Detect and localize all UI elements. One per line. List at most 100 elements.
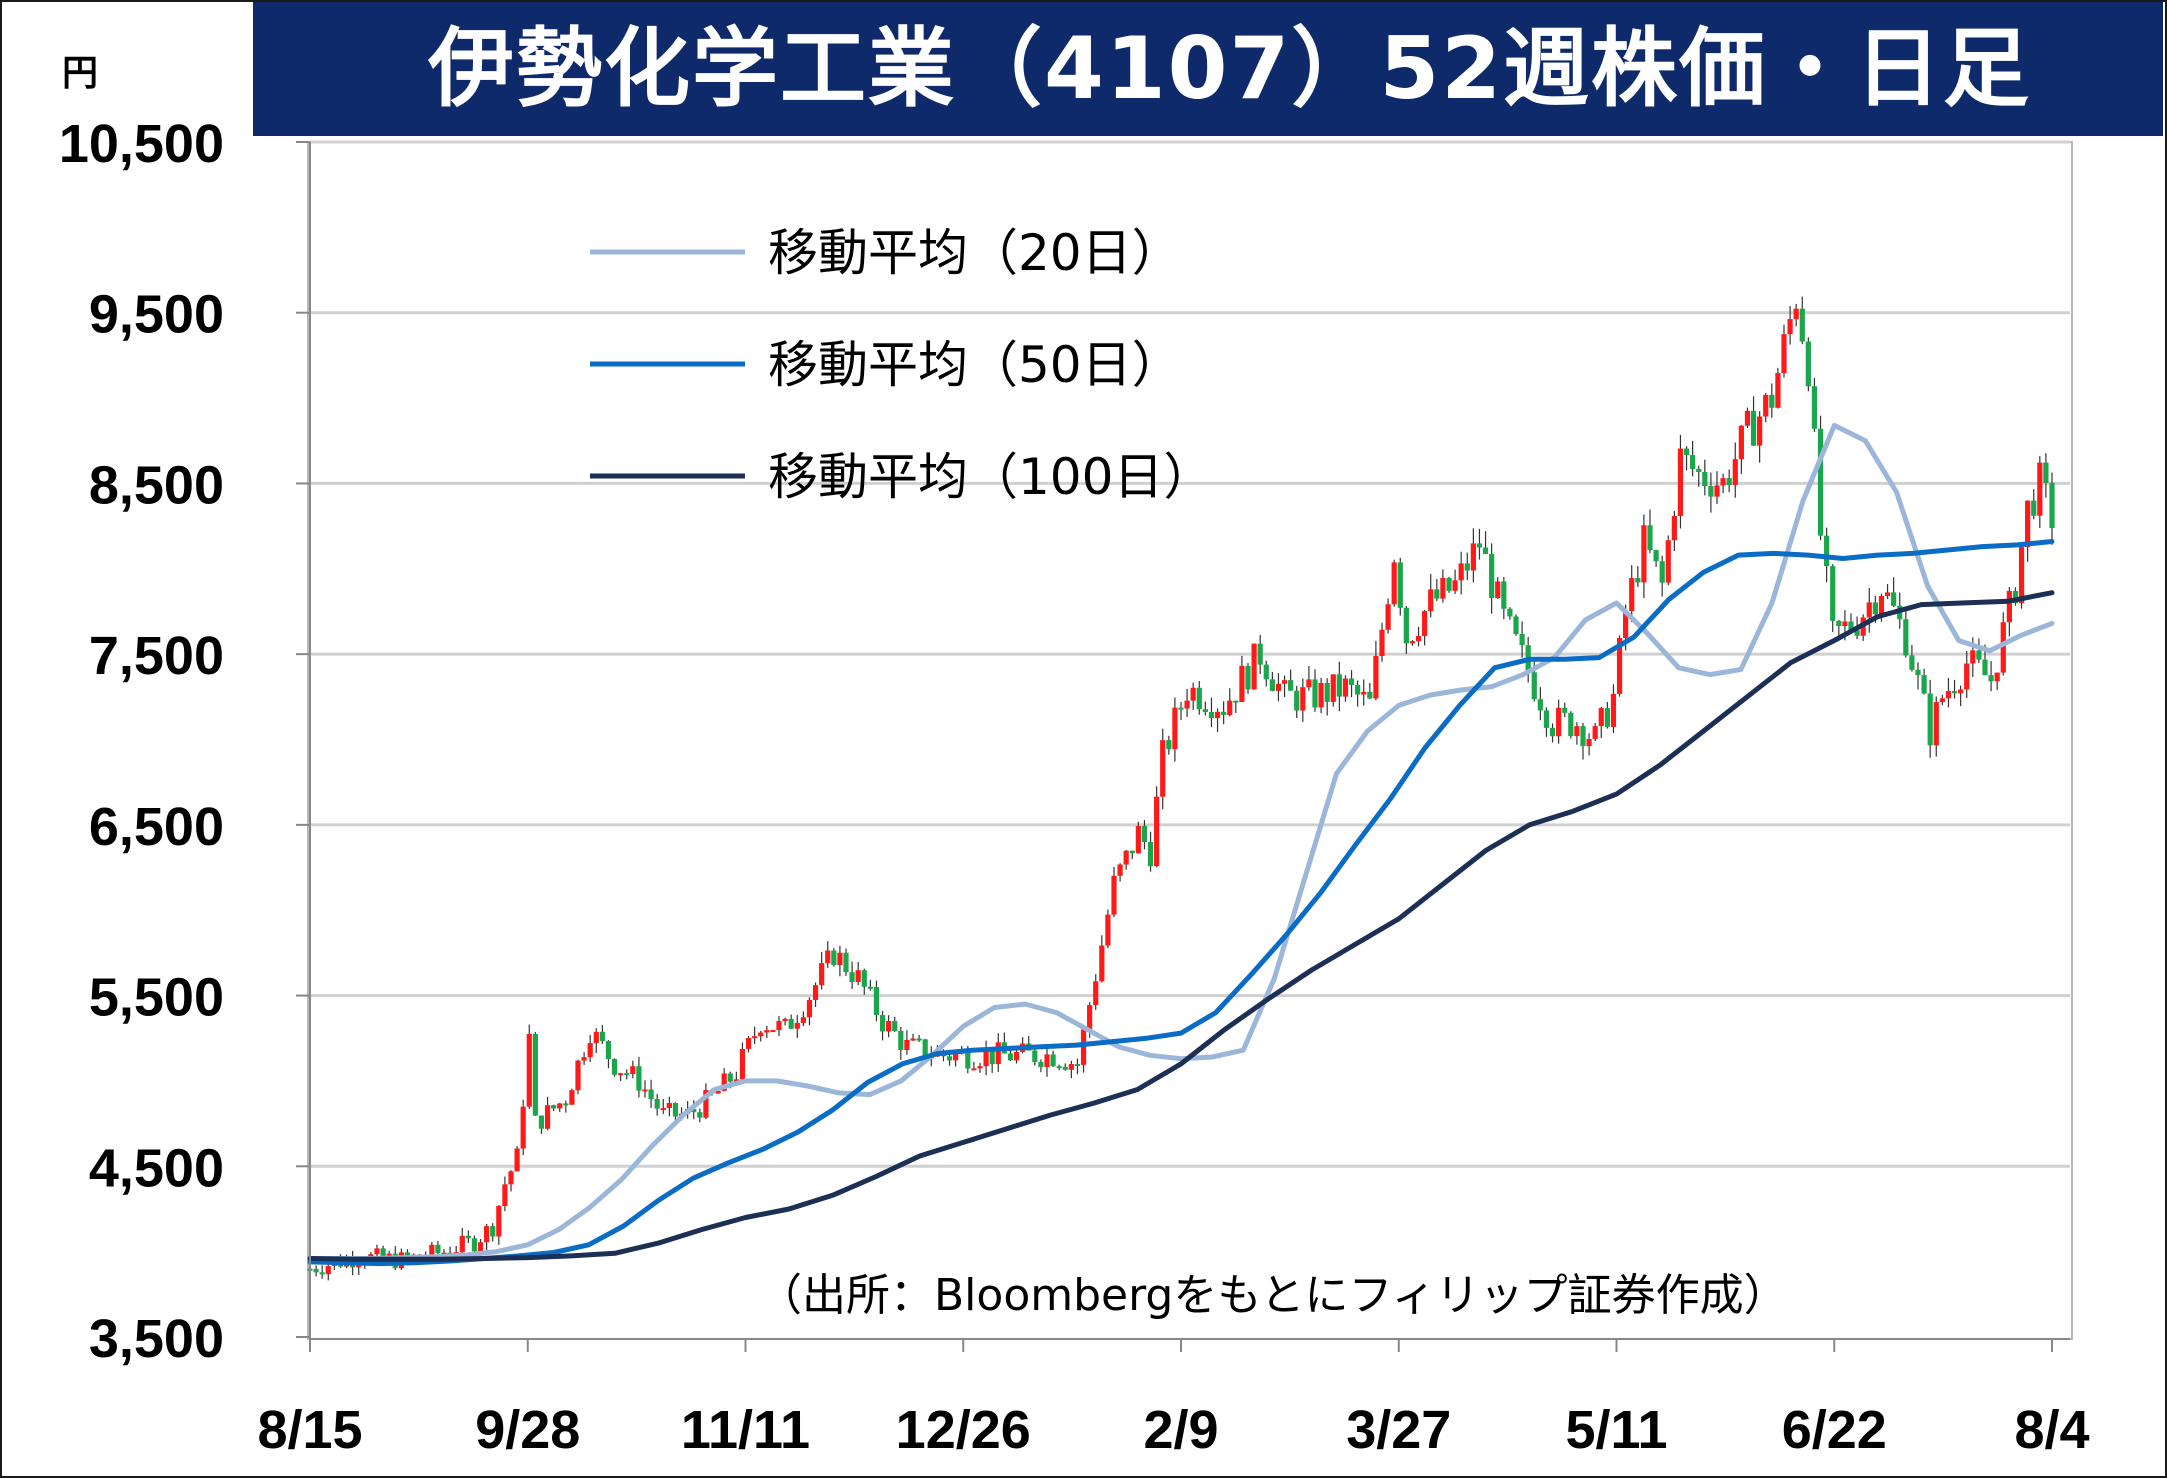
x-tick-label: 8/15 [257,1400,362,1460]
candle-body [1300,687,1306,711]
candle-body [776,1021,782,1031]
candle-body [715,1090,721,1094]
candle-body [1312,679,1318,708]
y-tick-label: 8,500 [89,455,224,515]
x-tick-label: 3/27 [1346,1400,1451,1460]
candle-body [1361,691,1367,695]
candle-body [1470,543,1476,571]
x-tick-label: 2/9 [1143,1400,1218,1460]
candle-body [1757,416,1763,446]
candle-body [1263,664,1269,680]
candle-body [1994,672,2000,682]
candle-body [435,1244,441,1253]
candle-body [1342,678,1349,697]
y-tick-label: 9,500 [89,285,224,345]
candle-body [1927,693,1933,746]
candle-body [752,1036,758,1039]
candle-body [484,1226,490,1243]
y-tick-label: 4,500 [89,1138,224,1198]
legend: 移動平均（20日） 移動平均（50日） 移動平均（100日） [590,224,1213,506]
candle-body [672,1103,679,1117]
axes: 3,500 4,500 5,500 6,500 7,500 8,500 9,500 10,50… [59,114,2090,1460]
candle-body [508,1171,514,1185]
candle-body [1982,659,1988,676]
candle-body [1519,634,1525,646]
candle-body [1202,709,1208,713]
x-tick-label: 9/28 [475,1400,580,1460]
candle-body [1154,796,1160,867]
chart-title: 伊勢化学工業（4107）52週株価・日足 [253,2,2163,136]
candle-body [1288,680,1294,691]
candle-body [1495,581,1501,598]
candle-body [837,952,843,966]
candle-body [2012,590,2019,604]
candle-body [1787,319,1793,335]
candle-body [843,952,849,973]
candle-body [404,1252,411,1257]
candle-body [599,1031,605,1042]
y-axis-unit: 円 [62,53,99,94]
candle-body [605,1041,612,1060]
candle-body [618,1073,624,1076]
candle-body [1586,738,1592,747]
candle-body [825,950,831,964]
y-tick-label: 6,500 [89,797,224,857]
legend-label: 移動平均（20日） [768,224,1182,282]
candle-body [1129,850,1135,854]
candle-body [1690,455,1696,469]
candle-body [1726,478,1732,486]
candle-body [648,1089,654,1100]
candle-body [1598,708,1604,727]
candle-body [654,1099,660,1109]
candle-body [1531,672,1537,700]
candle-body [1635,578,1641,583]
candle-body [1970,650,1976,664]
candle-body [1641,525,1647,583]
y-tick-label: 3,500 [89,1309,224,1369]
candle-body [1793,308,1799,320]
candle-body [1854,630,1860,636]
candle-body [1452,580,1458,591]
candle-body [1221,711,1227,715]
candle-body [1214,711,1221,719]
candle-body [1988,675,1994,682]
candle-body [1269,679,1275,691]
candle-body [1062,1066,1068,1070]
candle-body [1306,679,1312,688]
candle-body [1135,825,1141,854]
candle-body [563,1103,569,1106]
plot-area [307,141,2073,1340]
x-tick-label: 6/22 [1782,1400,1887,1460]
candle-body [587,1043,593,1058]
candle-body [965,1051,971,1069]
x-tick-label: 12/26 [896,1400,1031,1460]
candle-body [1647,525,1653,551]
candle-body [782,1018,788,1022]
candle-body [1074,1064,1081,1067]
candle-body [1068,1064,1074,1070]
candle-body [1976,650,1982,660]
candle-body [374,1248,380,1255]
candle-body [1501,581,1507,609]
candle-body [1093,981,1099,1006]
moving-average-lines [307,422,2055,1267]
candle-body [739,1048,746,1080]
candle-body [1945,691,1952,699]
candle-body [1318,682,1324,708]
candle-body [1629,578,1635,612]
candle-body [879,1015,886,1032]
candle-body [904,1040,910,1050]
candle-body [1099,945,1105,982]
candle-body [953,1053,959,1061]
candle-body [1714,485,1720,497]
candle-body [2006,590,2012,623]
ma-line [307,590,2055,1262]
candle-body [1763,394,1769,417]
candle-body [581,1057,587,1061]
candle-body [849,972,855,982]
candle-body [1007,1053,1014,1061]
candle-body [380,1248,386,1258]
candle-body [1123,850,1129,865]
candle-body [1817,428,1824,536]
candle-body [1013,1051,1020,1061]
